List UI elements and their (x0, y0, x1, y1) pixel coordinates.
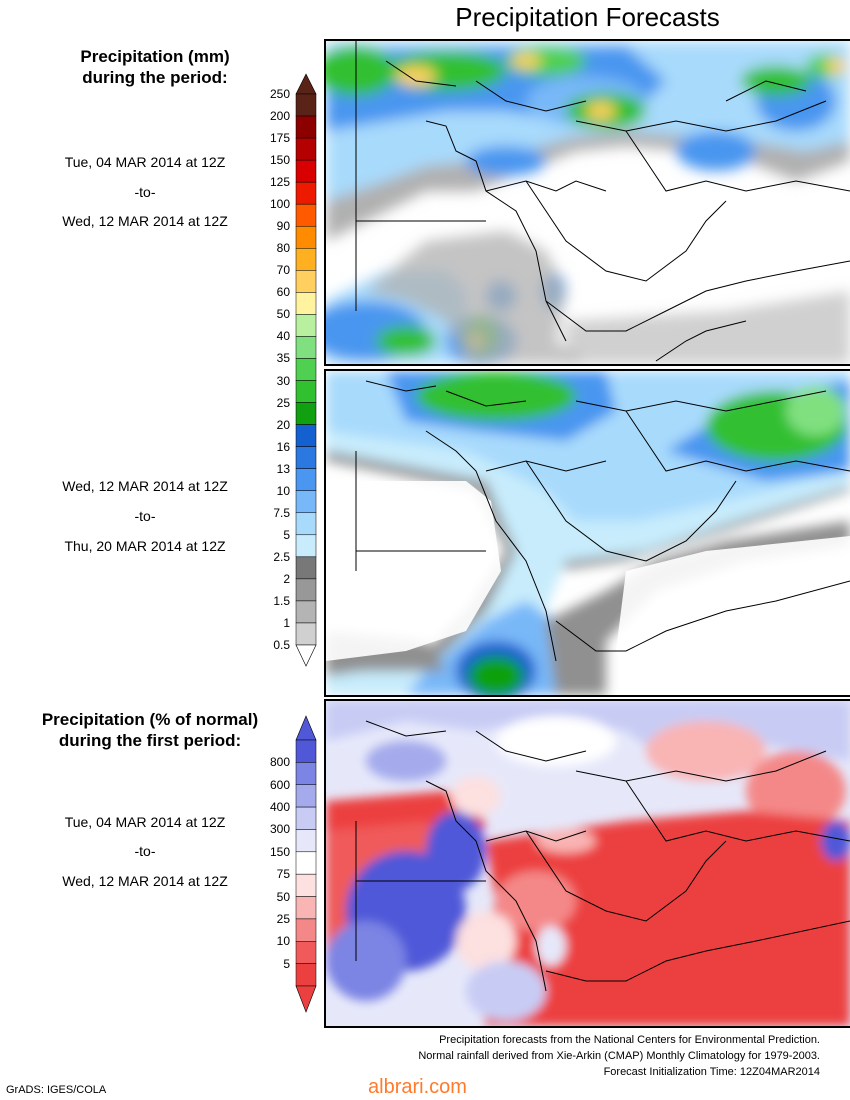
precip-scale-label: 35 (276, 351, 290, 366)
footer-line2: Normal rainfall derived from Xie-Arkin (… (418, 1050, 820, 1062)
precip-scale-label: 13 (276, 461, 290, 476)
precip-scale-label: 20 (276, 417, 290, 432)
precip-scale-label: 25 (276, 395, 290, 410)
precip-mm-colorbar (295, 73, 317, 667)
pct-scale-label: 150 (269, 844, 290, 859)
precip-scale-label: 1.5 (273, 593, 290, 608)
pct-colorbar-swatch (295, 941, 317, 964)
precip-scale-label: 10 (276, 483, 290, 498)
precip-scale-label: 30 (276, 373, 290, 388)
pct-scale-label: 5 (283, 956, 290, 971)
precip-scale-label: 2 (283, 571, 290, 586)
precip-mm-heading-line1: Precipitation (mm) (80, 47, 230, 66)
period1-start: Tue, 04 MAR 2014 at 12Z (64, 154, 226, 170)
colorbar-bottom-arrow (295, 644, 317, 667)
precip-scale-label: 40 (276, 329, 290, 344)
precip-scale-label: 60 (276, 285, 290, 300)
precip-scale-label: 70 (276, 263, 290, 278)
pct-colorbar-swatch (295, 873, 317, 897)
watermark-link[interactable]: albrari.com (368, 1076, 467, 1098)
period3-end: Wed, 12 MAR 2014 at 12Z (62, 873, 228, 889)
precip-scale-label: 2.5 (273, 549, 290, 564)
pct-scale-label: 25 (276, 911, 290, 926)
precip-scale-label: 0.5 (273, 638, 290, 652)
pct-scale-label: 800 (269, 755, 290, 770)
precip-pct-heading: Precipitation (% of normal) during the f… (30, 709, 270, 751)
precip-scale-label: 125 (269, 175, 290, 190)
pct-colorbar-swatch (295, 784, 317, 808)
page-title: Precipitation Forecasts (455, 2, 720, 32)
precip-scale-label: 7.5 (273, 505, 290, 520)
period1-end: Wed, 12 MAR 2014 at 12Z (62, 213, 228, 229)
period1-to: -to- (134, 184, 156, 200)
pct-colorbar-swatch (295, 762, 317, 785)
pct-scale-label: 50 (276, 889, 290, 904)
period2-end: Thu, 20 MAR 2014 at 12Z (64, 538, 226, 554)
precip-scale-label: 150 (269, 153, 290, 168)
period3-to: -to- (134, 843, 156, 859)
precip-mm-heading-line2: during the period: (82, 68, 228, 87)
pct-colorbar-top-arrow (295, 715, 317, 741)
pct-colorbar-swatch (295, 806, 317, 830)
pct-colorbar-swatch (295, 918, 317, 942)
precip-pct-heading-line2: during the first period: (58, 731, 242, 750)
period3-start: Tue, 04 MAR 2014 at 12Z (64, 814, 226, 830)
precip-scale-label: 200 (269, 109, 290, 124)
pct-scale-label: 400 (269, 800, 290, 815)
footer-line1: Precipitation forecasts from the Nationa… (439, 1034, 820, 1046)
map-panel-pct-normal (324, 699, 850, 1028)
map-panel-week1-precip (324, 39, 850, 366)
pct-colorbar-bottom-arrow (295, 985, 317, 1013)
pct-scale-label: 10 (276, 934, 290, 949)
pct-colorbar-swatch (295, 896, 317, 920)
precip-scale-label: 90 (276, 219, 290, 234)
pct-colorbar-swatch (295, 963, 317, 987)
map-panel-week2-precip (324, 369, 850, 697)
precip-scale-label: 100 (269, 197, 290, 212)
grads-credit: GrADS: IGES/COLA (6, 1084, 107, 1096)
pct-colorbar-swatch (295, 829, 317, 853)
period2-to: -to- (134, 508, 156, 524)
precip-mm-heading: Precipitation (mm) during the period: (40, 46, 270, 88)
precip-pct-colorbar (295, 715, 317, 1013)
pct-scale-label: 600 (269, 777, 290, 792)
footer-line3: Forecast Initialization Time: 12Z04MAR20… (603, 1066, 820, 1078)
precip-scale-label: 175 (269, 131, 290, 146)
pct-colorbar-swatch (295, 739, 317, 763)
precip-scale-label: 1 (283, 615, 290, 630)
precip-scale-label: 80 (276, 241, 290, 256)
precip-scale-label: 5 (283, 527, 290, 542)
precip-scale-label: 50 (276, 307, 290, 322)
precip-pct-heading-line1: Precipitation (% of normal) (41, 710, 259, 729)
precip-scale-label: 250 (269, 87, 290, 101)
period2-start: Wed, 12 MAR 2014 at 12Z (62, 478, 228, 494)
precip-scale-label: 16 (276, 439, 290, 454)
pct-scale-label: 300 (269, 822, 290, 837)
pct-scale-label: 75 (276, 867, 290, 882)
pct-colorbar-swatch (295, 851, 317, 875)
